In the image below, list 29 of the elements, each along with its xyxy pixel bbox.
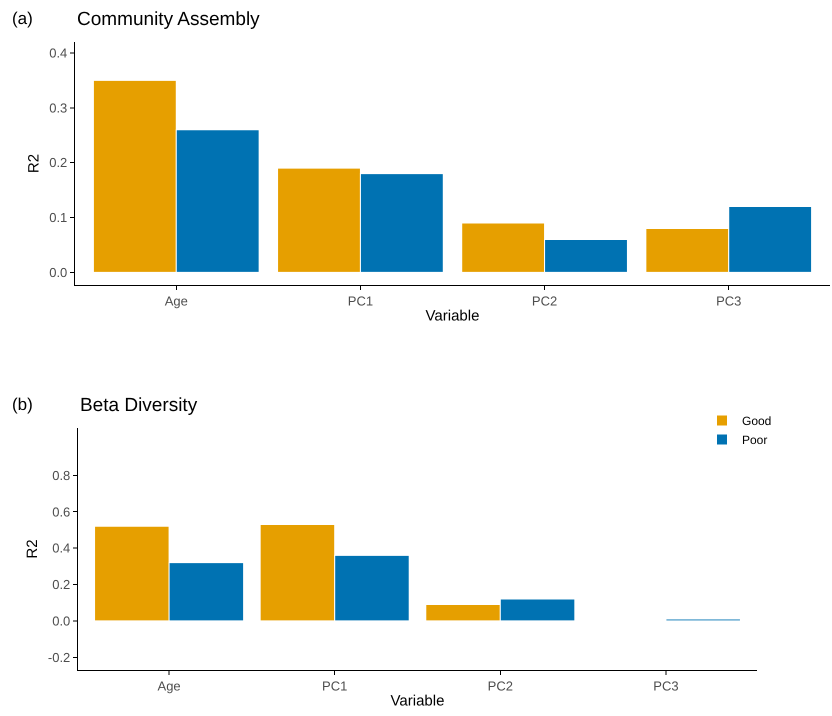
text: (b) xyxy=(12,395,33,414)
y-tick-label: 0.0 xyxy=(52,613,70,628)
x-tick-label: Age xyxy=(158,678,181,694)
x-tick-label: PC1 xyxy=(348,294,374,309)
y-tick-label: 0.0 xyxy=(49,264,68,280)
text: (a) xyxy=(12,9,33,28)
chart-title: Beta Diversity xyxy=(80,395,198,416)
legend-label: Poor xyxy=(742,433,768,448)
x-axis-title: Variable xyxy=(390,692,444,710)
x-axis-title: Variable xyxy=(426,308,480,325)
x-tick-label: PC2 xyxy=(532,294,558,309)
y-tick-label: 0.2 xyxy=(52,577,70,592)
y-tick-label: 0.1 xyxy=(49,210,68,226)
y-tick-label: 0.8 xyxy=(52,468,70,483)
chart-title: Community Assembly xyxy=(77,9,260,30)
x-tick-label: PC3 xyxy=(716,294,742,309)
y-axis-title: R2 xyxy=(25,154,42,174)
x-tick-label: Age xyxy=(164,294,188,309)
y-tick-label: 0.6 xyxy=(52,504,70,520)
x-tick-label: PC3 xyxy=(653,678,679,694)
y-tick-label: 0.4 xyxy=(52,540,70,556)
y-axis-title: R2 xyxy=(24,539,42,559)
y-tick-label: -0.2 xyxy=(48,650,70,665)
y-tick-label: 0.4 xyxy=(49,46,68,61)
y-tick-label: 0.2 xyxy=(49,155,68,170)
x-tick-label: PC1 xyxy=(322,678,348,694)
y-tick-label: 0.3 xyxy=(49,100,68,116)
legend-label: Good xyxy=(742,414,772,428)
x-tick-label: PC2 xyxy=(488,678,513,694)
